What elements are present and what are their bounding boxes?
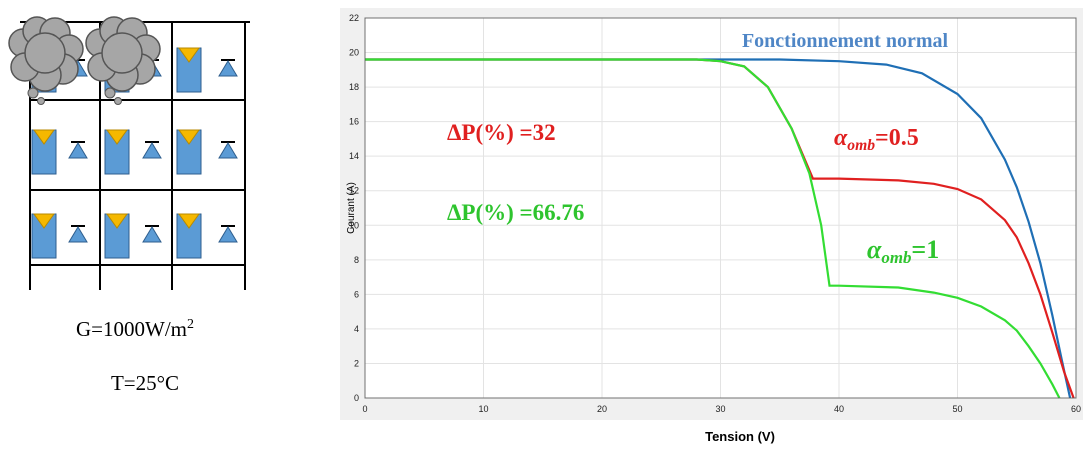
y-tick-label: 16 <box>349 117 359 127</box>
temperature-label: T=25°C <box>111 371 179 395</box>
bypass-diode <box>69 227 87 242</box>
x-tick-label: 10 <box>478 404 488 414</box>
annotation-text: ΔP(%) =32 <box>447 120 556 145</box>
x-tick-label: 50 <box>952 404 962 414</box>
cloud <box>105 88 115 98</box>
annotation-symbol: α <box>834 125 848 151</box>
irradiance-superscript: 2 <box>187 317 194 332</box>
y-tick-label: 14 <box>349 151 359 161</box>
cloud <box>38 98 45 105</box>
annotation: αomb=0.5 <box>834 125 919 154</box>
bypass-diode <box>143 143 161 158</box>
annotation-text: =1 <box>911 235 939 264</box>
x-tick-label: 30 <box>715 404 725 414</box>
x-tick-label: 40 <box>834 404 844 414</box>
irradiance-text: G=1000W/m <box>76 317 187 341</box>
cloud <box>115 98 122 105</box>
y-tick-label: 2 <box>354 358 359 368</box>
annotation-symbol: α <box>867 235 882 264</box>
annotation-subscript: omb <box>881 248 911 267</box>
y-tick-label: 4 <box>354 324 359 334</box>
annotation-text: Fonctionnement normal <box>742 30 949 52</box>
cloud <box>25 33 65 73</box>
pv-array-diagram <box>9 17 250 290</box>
y-tick-label: 22 <box>349 13 359 23</box>
y-tick-label: 0 <box>354 393 359 403</box>
x-axis-label: Tension (V) <box>705 429 775 444</box>
annotation-subscript: omb <box>847 137 875 154</box>
y-tick-label: 20 <box>349 48 359 58</box>
y-tick-label: 6 <box>354 289 359 299</box>
annotation-text: =0.5 <box>875 125 919 151</box>
bypass-diode <box>143 227 161 242</box>
annotation: ΔP(%) =66.76 <box>447 200 584 225</box>
x-tick-label: 60 <box>1071 404 1081 414</box>
annotation: ΔP(%) =32 <box>447 120 556 145</box>
y-tick-label: 12 <box>349 186 359 196</box>
irradiance-label: G=1000W/m2 <box>76 317 194 341</box>
y-tick-label: 10 <box>349 220 359 230</box>
cloud <box>102 33 142 73</box>
bypass-diode <box>219 227 237 242</box>
annotation-text: ΔP(%) =66.76 <box>447 200 584 225</box>
x-tick-label: 20 <box>597 404 607 414</box>
bypass-diode <box>69 143 87 158</box>
y-tick-label: 8 <box>354 255 359 265</box>
x-tick-label: 0 <box>362 404 367 414</box>
page: G=1000W/m2 T=25°C Tension (V) Courant (A… <box>0 0 1083 451</box>
bypass-diode <box>219 61 237 76</box>
cloud <box>28 88 38 98</box>
bypass-diode <box>219 143 237 158</box>
annotation: Fonctionnement normal <box>742 30 949 52</box>
y-tick-label: 18 <box>349 82 359 92</box>
